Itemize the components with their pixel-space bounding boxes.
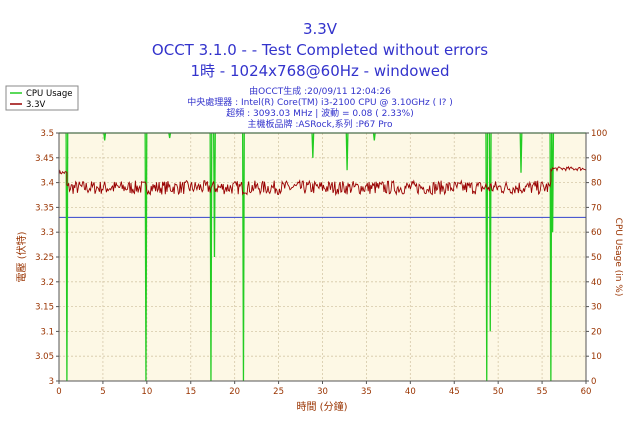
y-tick-label: 3.25 [35,253,54,263]
x-tick-label: 45 [449,387,460,397]
y-tick-label: 3.05 [35,352,54,362]
info-cpu: 中央處理器 : Intel(R) Core(TM) i3-2100 CPU @ … [187,96,453,108]
chart-subtitle-1: OCCT 3.1.0 - - Test Completed without er… [152,41,488,59]
y-tick-label: 3.15 [35,303,54,313]
x-tick-label: 55 [537,387,548,397]
y-tick-label: 3.1 [40,327,54,337]
y2-tick-label: 20 [591,327,602,337]
chart-title: 3.3V [303,20,338,38]
y2-tick-label: 40 [591,278,602,288]
info-generated: 由OCCT生成 :20/09/11 12:04:26 [249,85,391,97]
x-tick-label: 10 [141,387,152,397]
y-tick-label: 3.2 [40,278,54,288]
y2-tick-label: 60 [591,228,602,238]
x-axis-label: 時間 (分鐘) [297,400,348,413]
x-tick-label: 35 [361,387,372,397]
y2-tick-label: 30 [591,303,602,313]
y-tick-label: 3.45 [35,154,54,164]
y-tick-label: 3.4 [40,179,54,189]
legend: CPU Usage 3.3V [5,85,79,111]
y-axis-label: 電壓 (伏特) [15,231,28,282]
y2-tick-label: 50 [591,253,602,263]
y2-tick-label: 10 [591,352,602,362]
y-axis-left: 3 3.05 3.1 3.15 3.2 3.25 3.3 3.35 3.4 3.45 3.5 [35,129,59,387]
legend-label-volt: 3.3V [26,100,46,110]
info-motherboard: 主機板品牌 :ASRock,系列 :P67 Pro [247,118,393,130]
legend-label-cpu: CPU Usage [26,89,72,99]
x-tick-label: 0 [56,387,61,397]
chart-subtitle-2: 1時 - 1024x768@60Hz - windowed [190,62,449,80]
y2-tick-label: 70 [591,203,602,213]
x-tick-label: 30 [317,387,328,397]
y2-tick-label: 90 [591,154,602,164]
x-tick-label: 60 [581,387,592,397]
x-tick-label: 20 [229,387,240,397]
info-clock: 超頻 : 3093.03 MHz | 波動 = 0.08 ( 2.33%) [226,107,413,119]
x-tick-label: 40 [405,387,416,397]
x-axis: 0 5 10 15 20 25 30 35 40 45 50 55 60 [56,381,591,397]
y2-axis-label: CPU Usage (in %) [613,218,623,297]
x-tick-label: 5 [100,387,105,397]
x-tick-label: 25 [273,387,284,397]
x-tick-label: 15 [185,387,196,397]
y2-tick-label: 80 [591,179,602,189]
series-cpu-usage-line [59,132,586,382]
x-tick-label: 50 [493,387,504,397]
y2-tick-label: 100 [591,129,607,139]
legend-box [5,85,79,111]
y-tick-label: 3.3 [40,228,54,238]
series-3-3v-line [58,165,587,197]
y-axis-right: 0 10 20 30 40 50 60 70 80 90 100 [586,129,607,387]
grid [59,133,586,381]
y2-tick-label: 0 [591,377,596,387]
y-tick-label: 3.5 [40,129,54,139]
y-tick-label: 3 [49,377,54,387]
y-tick-label: 3.35 [35,203,54,213]
